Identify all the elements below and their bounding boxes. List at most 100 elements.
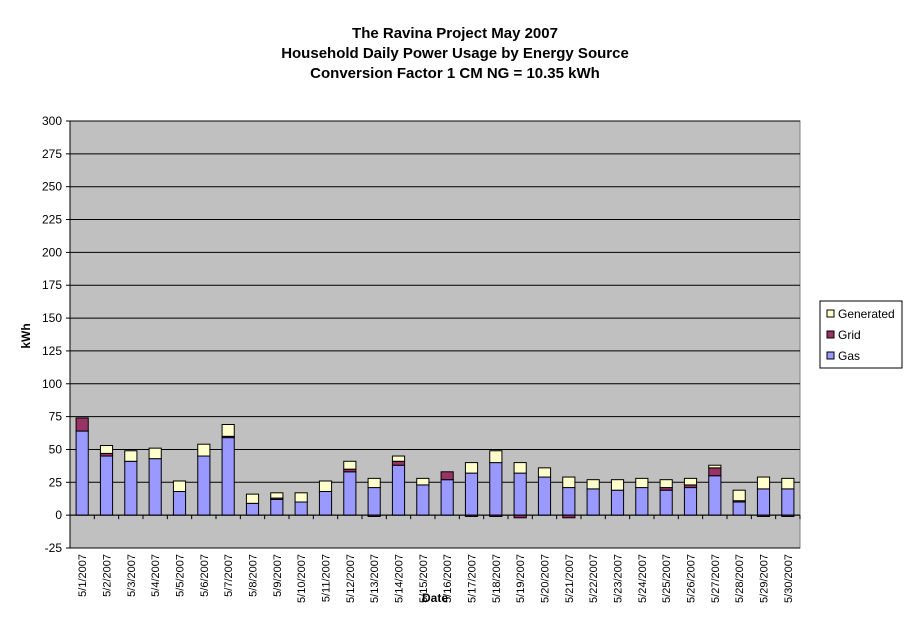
bar-gas-15: [416, 484, 430, 516]
gridlines: [70, 120, 800, 549]
x-tick-label: 5/6/2007: [199, 554, 211, 597]
bar-generated-18: [489, 450, 503, 464]
bar-gas-11: [318, 491, 333, 516]
bar-generated-15: [416, 477, 430, 486]
x-tick-label: 5/3/2007: [126, 554, 138, 597]
x-tick-label: 5/26/2007: [686, 554, 698, 603]
bar-generated-8: [245, 493, 260, 504]
x-tick-label: 5/4/2007: [150, 554, 162, 597]
x-tick-label: 5/22/2007: [588, 554, 600, 603]
bar-grid-16: [440, 471, 454, 481]
y-tick-label: 100: [42, 377, 62, 391]
y-tick-label: 75: [49, 410, 63, 424]
chart-title: The Ravina Project May 2007 Household Da…: [281, 25, 629, 82]
bar-gas-24: [635, 487, 649, 516]
x-tick-label: 5/5/2007: [175, 554, 187, 597]
bar-generated-3: [124, 450, 138, 462]
x-tick-label: 5/19/2007: [515, 554, 527, 603]
bar-generated-25: [659, 479, 673, 489]
y-tick-label: 225: [42, 213, 62, 227]
bar-gas-20: [537, 476, 552, 516]
y-tick-label: 175: [42, 278, 62, 292]
x-tick-label: 5/2/2007: [102, 554, 114, 597]
bar-grid-14: [391, 460, 406, 466]
x-tick-label: 5/16/2007: [442, 554, 454, 603]
x-tick-label: 5/30/2007: [783, 554, 795, 603]
x-tick-label: 5/29/2007: [759, 554, 771, 603]
y-tick-label: 150: [42, 311, 62, 325]
legend-swatch-generated: [826, 309, 835, 318]
bar-gas-27: [708, 475, 722, 516]
bar-grid-27: [708, 467, 722, 477]
bar-generated-5: [172, 480, 187, 493]
plot-area: [69, 120, 801, 549]
bar-gas-30: [781, 488, 795, 516]
x-tick-label: 5/14/2007: [394, 554, 406, 603]
legend-label-gas: Gas: [838, 349, 860, 363]
bar-generated-7: [221, 423, 235, 437]
y-tick-label: 25: [49, 475, 63, 489]
legend-swatch-grid: [826, 330, 835, 339]
bar-generated-27: [708, 464, 722, 469]
bar-gas-7: [221, 437, 235, 516]
bar-gas-14: [391, 464, 406, 516]
bar-generated-22: [586, 479, 600, 490]
bar-generated-21: [562, 476, 576, 489]
y-axis-ticks: -25 0 25 50 75 100 125 150 175 200 225 250 275 300: [42, 114, 71, 555]
bar-generated-13: [367, 477, 381, 489]
x-tick-label: 5/12/2007: [345, 554, 357, 603]
bar-gas-8: [245, 502, 260, 516]
bar-gas-26: [683, 487, 698, 516]
bar-gas-22: [586, 488, 600, 516]
bar-generated-29: [756, 476, 771, 490]
x-tick-label: 5/23/2007: [613, 554, 625, 603]
bar-gas-17: [464, 472, 479, 516]
bar-gas-29: [756, 488, 771, 516]
x-tick-label: 5/25/2007: [661, 554, 673, 603]
x-axis-label: Date: [422, 591, 448, 605]
bar-gas-19: [513, 472, 527, 516]
bar-generated-20: [537, 467, 552, 478]
bar-generated-19: [513, 462, 527, 474]
x-tick-label: 5/27/2007: [710, 554, 722, 603]
bars: [75, 417, 795, 519]
bar-generated-24: [635, 477, 649, 489]
bar-gas-25: [659, 489, 673, 516]
chart-title-line-1: The Ravina Project May 2007: [352, 25, 558, 42]
bar-generated-9: [270, 492, 284, 499]
x-tick-label: 5/28/2007: [734, 554, 746, 603]
bar-generated-17: [464, 462, 479, 474]
bar-generated-14: [391, 455, 406, 462]
x-tick-label: 5/11/2007: [321, 554, 333, 602]
y-tick-label: -25: [45, 541, 63, 555]
y-tick-label: 50: [49, 442, 63, 456]
x-tick-label: 5/10/2007: [296, 554, 308, 603]
bar-gas-28: [732, 501, 746, 516]
bar-gas-9: [270, 498, 284, 516]
bar-gas-18: [489, 462, 503, 516]
bar-gas-13: [367, 487, 381, 516]
bar-generated-30: [781, 477, 795, 490]
legend-swatch-gas: [826, 351, 835, 360]
bar-generated-11: [318, 480, 333, 493]
bar-grid-1: [75, 417, 89, 432]
bar-gas-5: [172, 491, 187, 516]
x-tick-label: 5/1/2007: [77, 554, 89, 597]
x-tick-label: 5/20/2007: [540, 554, 552, 603]
x-tick-label: 5/9/2007: [272, 554, 284, 597]
y-tick-label: 125: [42, 344, 62, 358]
x-axis-ticks: 5/1/2007 5/2/2007 5/3/2007 5/4/2007 5/5/2007…: [69, 514, 801, 603]
bar-generated-2: [99, 445, 114, 454]
x-tick-label: 5/18/2007: [491, 554, 503, 603]
y-tick-label: 200: [42, 245, 62, 259]
legend-label-generated: Generated: [838, 307, 895, 321]
bar-generated-26: [683, 477, 698, 486]
x-tick-label: 5/24/2007: [637, 554, 649, 603]
y-axis-label: kWh: [19, 323, 33, 348]
y-tick-label: 275: [42, 147, 62, 161]
bar-gas-6: [197, 455, 211, 516]
bar-generated-28: [732, 489, 746, 502]
x-tick-label: 5/15/2007: [418, 554, 430, 603]
bar-gas-16: [440, 479, 454, 516]
